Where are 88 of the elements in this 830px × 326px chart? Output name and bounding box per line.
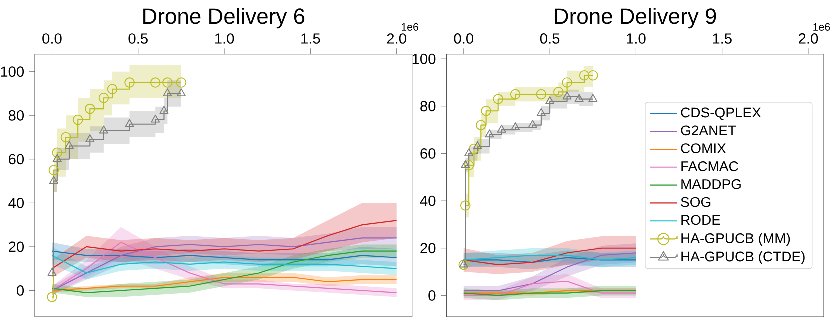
legend-label: RODE [682,215,720,226]
legend-label: CDS-QPLEX [681,108,762,120]
point [497,124,506,133]
chart-title: Drone Delivery 9 [555,8,716,29]
point [458,260,470,270]
point [476,120,486,130]
x-tick-label: 1.0 [627,34,646,44]
x-tick-label: 1.5 [302,34,320,44]
point [151,114,160,123]
point [98,92,110,104]
x-tick-label: 1.5 [713,34,732,44]
legend-label: MADDPG [682,179,741,190]
point [546,96,555,104]
point [163,88,172,97]
legend-label: SOG [681,197,711,208]
legend-label: G2ANET [681,126,736,136]
point [579,70,590,81]
point [99,126,108,134]
y-tick-label: 40 [420,196,436,206]
y-tick-label: 100 [1,66,24,78]
point [124,78,135,88]
legend-label: HA-GPUCB (CTDE) [682,251,805,264]
point [48,165,60,176]
line-series [52,250,398,294]
point [162,78,173,88]
y-tick-label: 20 [9,242,24,252]
chart-title: Drone Delivery 6 [144,8,305,29]
point [60,132,72,143]
point [176,78,187,88]
point [49,176,58,184]
point [562,78,572,88]
point [510,89,521,100]
legend-label: HA-GPUCB (MM) [682,233,790,246]
x-tick-label: 0.5 [128,34,148,44]
y-tick-label: 0 [428,290,436,301]
y-tick-label: 40 [8,198,24,208]
point [176,88,186,97]
line-series [463,252,637,292]
x-tick-label: 0.0 [42,34,62,44]
point [460,200,471,211]
point [481,106,492,116]
line-series [463,280,637,296]
point [485,130,494,138]
point [150,78,161,88]
point [48,268,57,276]
point [536,89,547,100]
point [459,260,468,268]
y-tick-label: 20 [420,243,436,254]
point [473,141,482,150]
x-tick-label: 2.0 [387,34,406,44]
y-tick-label: 80 [420,101,436,112]
point [588,70,598,81]
y-tick-label: 60 [9,154,24,165]
legend-label: COMIX [681,144,726,154]
text: 1e6 [402,23,418,31]
line-series [52,220,398,270]
point [562,92,572,100]
point [511,122,520,130]
point [107,84,118,94]
point [554,87,564,98]
point [160,106,169,114]
point [64,141,74,150]
point [493,94,504,104]
point [52,154,62,162]
x-tick-label: 1.0 [215,34,234,44]
point [574,94,584,102]
point [461,160,470,168]
point [85,104,96,114]
x-tick-label: 0.5 [540,34,560,44]
x-tick-label: 0.0 [454,34,474,44]
point [125,119,134,128]
y-tick-label: 100 [412,54,436,64]
point [588,94,598,102]
point [536,108,546,116]
point [464,160,474,171]
point [72,114,84,126]
x-tick-label: 2.0 [799,34,818,44]
y-tick-label: 0 [17,286,24,296]
point [86,134,95,143]
point [469,144,480,154]
point [52,148,63,158]
point [47,292,58,302]
point [464,148,474,157]
y-tick-label: 60 [420,148,436,159]
y-tick-label: 80 [8,110,24,121]
legend-label: FACMAC [682,162,738,172]
point [528,120,538,128]
text: 1e6 [814,23,830,31]
